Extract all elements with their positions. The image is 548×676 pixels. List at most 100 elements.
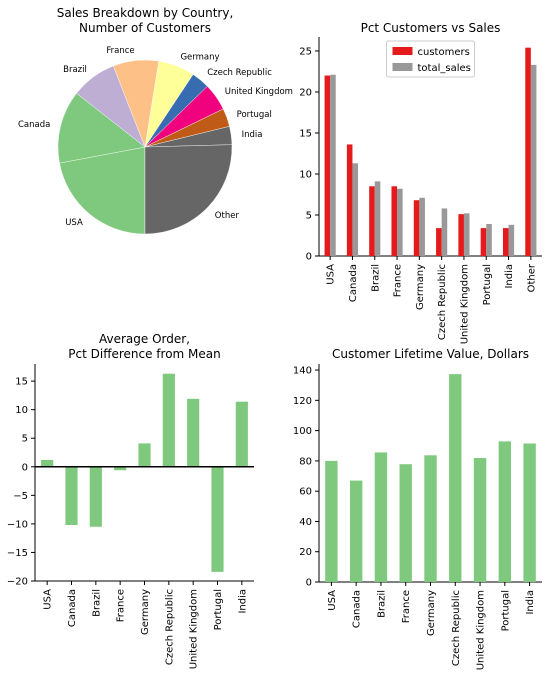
lifetime-value-chart: Customer Lifetime Value, Dollars 0 20 40 60 8… — [293, 347, 542, 670]
y-tick-label: 5 — [306, 210, 312, 221]
bar — [65, 467, 77, 525]
x-tick-label: India — [525, 590, 536, 615]
pie-label: Germany — [180, 52, 219, 62]
y-tick-label: 5 — [22, 434, 28, 445]
bar-total_sales — [531, 65, 537, 256]
bar — [163, 374, 175, 467]
bar-total_sales — [486, 224, 492, 256]
bar — [400, 464, 412, 582]
y-tick-label: 100 — [293, 426, 312, 437]
bar-customers — [458, 214, 464, 256]
y-tick-label: 10 — [299, 169, 312, 180]
bar-total_sales — [419, 198, 425, 256]
legend-swatch — [393, 63, 413, 71]
y-tick-label: 20 — [299, 87, 312, 98]
bar-total_sales — [509, 225, 515, 256]
pie-label: Brazil — [63, 65, 87, 75]
y-tick-label: 120 — [293, 396, 312, 407]
x-tick-label: Canada — [348, 264, 359, 302]
x-tick-label: Brazil — [376, 590, 387, 618]
pie-label: Portugal — [237, 110, 272, 120]
x-tick-label: United Kingdom — [459, 264, 470, 344]
y-tick-label: 0 — [306, 578, 312, 589]
bar-customers — [369, 186, 375, 256]
bar-customers — [481, 228, 487, 256]
x-tick-label: USA — [43, 589, 54, 610]
x-tick-label: USA — [327, 590, 338, 611]
bar-customers — [503, 228, 509, 256]
bar — [90, 467, 102, 527]
bar-customers — [414, 200, 420, 256]
x-tick-label: France — [116, 589, 127, 622]
pie-label: France — [106, 46, 134, 56]
bar-total_sales — [352, 163, 358, 256]
bar — [138, 443, 150, 466]
pie-label: Czech Republic — [207, 68, 272, 78]
y-tick-label: 0 — [22, 462, 28, 473]
y-tick-label: −10 — [7, 519, 28, 530]
x-tick-label: Germany — [415, 264, 426, 310]
y-tick-label: 0 — [306, 252, 312, 263]
x-tick-label: France — [401, 590, 412, 623]
x-tick-label: Germany — [426, 590, 437, 636]
average-order-chart: Average Order, Pct Difference from Mean −2… — [7, 332, 254, 669]
y-tick-label: 15 — [15, 377, 28, 388]
y-tick-label: 25 — [299, 46, 312, 57]
bar — [187, 399, 199, 467]
y-tick-label: 40 — [299, 517, 312, 528]
y-tick-label: −20 — [7, 577, 28, 588]
legend-label: customers — [418, 47, 470, 58]
x-tick-label: United Kingdom — [189, 589, 200, 669]
legend-swatch — [393, 47, 413, 55]
x-tick-label: Portugal — [213, 589, 224, 630]
x-tick-label: Czech Republic — [437, 264, 448, 340]
pie-chart: Sales Breakdown by Country, Number of Cus… — [18, 6, 293, 234]
x-tick-label: India — [237, 589, 248, 614]
bar-customers — [347, 144, 353, 256]
bar — [325, 461, 337, 582]
x-tick-label: France — [393, 264, 404, 297]
y-tick-label: 80 — [299, 456, 312, 467]
y-tick-label: 140 — [293, 366, 312, 377]
bar — [424, 455, 436, 582]
y-tick-label: 10 — [15, 405, 28, 416]
bar — [375, 452, 387, 582]
bar — [523, 443, 535, 582]
bar-customers — [436, 228, 442, 256]
x-tick-label: USA — [326, 264, 337, 285]
pie-label: United Kingdom — [225, 87, 293, 97]
x-tick-label: Portugal — [482, 264, 493, 305]
bar-total_sales — [330, 75, 336, 256]
bar-total_sales — [464, 213, 470, 256]
pie-label: Other — [215, 211, 240, 221]
lifetime-value-chart-title: Customer Lifetime Value, Dollars — [332, 347, 529, 361]
bar-total_sales — [397, 189, 403, 256]
x-tick-label: Brazil — [91, 589, 102, 617]
y-tick-label: −15 — [7, 548, 28, 559]
customers-vs-sales-chart: Pct Customers vs Sales 0 5 10 15 20 25 customer… — [299, 21, 542, 344]
bar — [41, 460, 53, 467]
customers-vs-sales-chart-title: Pct Customers vs Sales — [361, 21, 501, 35]
y-tick-label: 20 — [299, 547, 312, 558]
x-tick-label: Czech Republic — [451, 590, 462, 666]
average-order-chart-title: Average Order, Pct Difference from Mean — [68, 332, 220, 361]
x-tick-label: Canada — [352, 590, 363, 628]
bar-customers — [391, 186, 397, 256]
pie-label: India — [242, 130, 263, 140]
pie-label: Canada — [18, 120, 50, 130]
y-tick-label: 60 — [299, 487, 312, 498]
y-tick-label: 15 — [299, 128, 312, 139]
x-tick-label: Brazil — [370, 264, 381, 292]
x-tick-label: Other — [526, 263, 537, 292]
bar — [449, 374, 461, 582]
x-tick-label: Portugal — [500, 590, 511, 631]
x-tick-label: Czech Republic — [164, 589, 175, 665]
pie-label: USA — [65, 218, 83, 228]
x-tick-label: United Kingdom — [476, 590, 487, 670]
pie-chart-title: Sales Breakdown by Country, Number of Cus… — [57, 6, 234, 35]
x-tick-label: Canada — [67, 589, 78, 627]
bar-total_sales — [442, 208, 448, 256]
x-tick-label: Germany — [140, 589, 151, 635]
bar — [236, 402, 248, 467]
